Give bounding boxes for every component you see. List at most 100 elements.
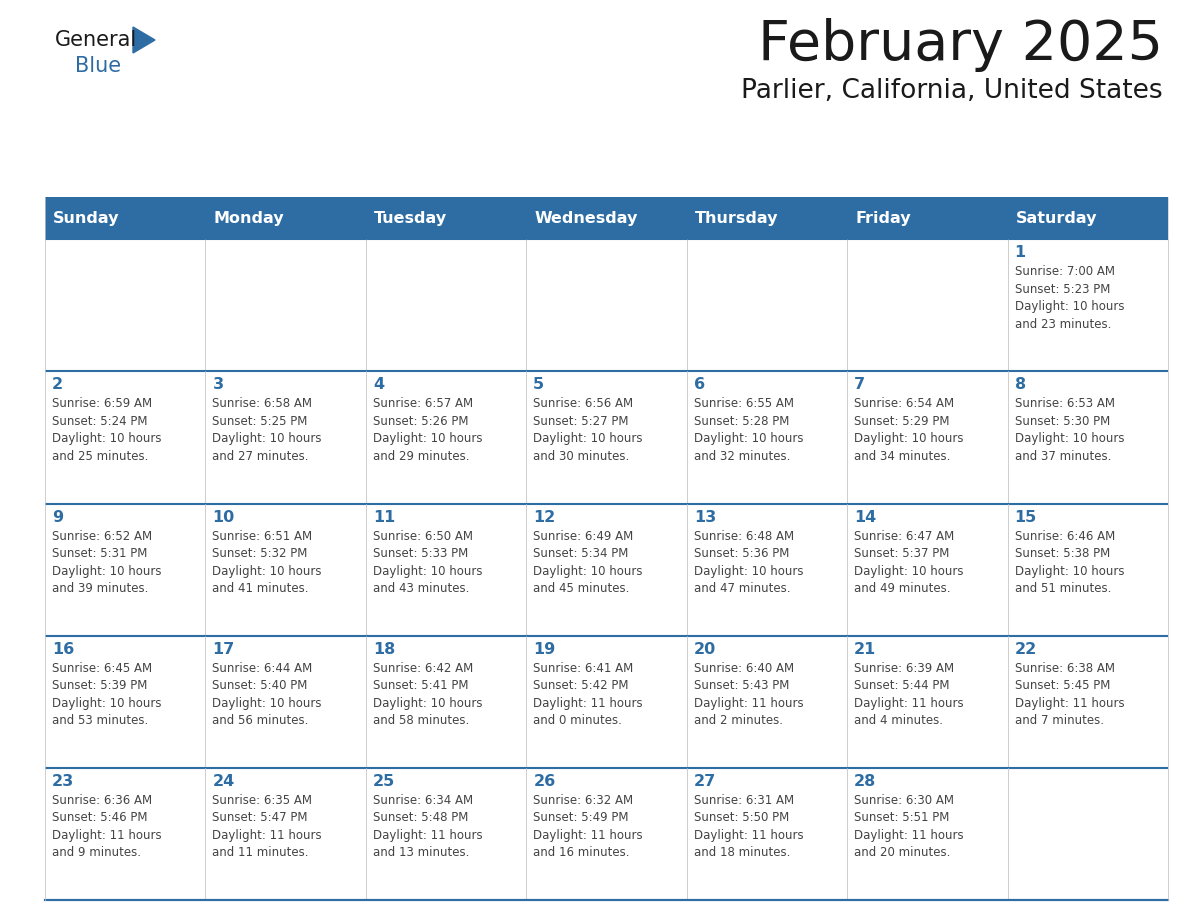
Text: Sunrise: 6:53 AM
Sunset: 5:30 PM
Daylight: 10 hours
and 37 minutes.: Sunrise: 6:53 AM Sunset: 5:30 PM Dayligh… [1015,397,1124,463]
Text: 8: 8 [1015,377,1025,393]
Text: Sunrise: 7:00 AM
Sunset: 5:23 PM
Daylight: 10 hours
and 23 minutes.: Sunrise: 7:00 AM Sunset: 5:23 PM Dayligh… [1015,265,1124,330]
Bar [206,636,366,767]
Bar [366,767,526,900]
Text: Sunrise: 6:45 AM
Sunset: 5:39 PM
Daylight: 10 hours
and 53 minutes.: Sunrise: 6:45 AM Sunset: 5:39 PM Dayligh… [52,662,162,727]
Bar [1007,240,1168,372]
Bar [45,636,206,767]
Bar [206,197,366,240]
Bar [366,636,526,767]
Text: 17: 17 [213,642,235,656]
Text: Sunrise: 6:52 AM
Sunset: 5:31 PM
Daylight: 10 hours
and 39 minutes.: Sunrise: 6:52 AM Sunset: 5:31 PM Dayligh… [52,530,162,595]
Bar [45,197,206,240]
Bar [45,767,206,900]
Text: Sunrise: 6:57 AM
Sunset: 5:26 PM
Daylight: 10 hours
and 29 minutes.: Sunrise: 6:57 AM Sunset: 5:26 PM Dayligh… [373,397,482,463]
Text: Sunrise: 6:32 AM
Sunset: 5:49 PM
Daylight: 11 hours
and 16 minutes.: Sunrise: 6:32 AM Sunset: 5:49 PM Dayligh… [533,794,643,859]
Bar [847,636,1007,767]
Text: Sunrise: 6:31 AM
Sunset: 5:50 PM
Daylight: 11 hours
and 18 minutes.: Sunrise: 6:31 AM Sunset: 5:50 PM Dayligh… [694,794,803,859]
Text: Sunrise: 6:39 AM
Sunset: 5:44 PM
Daylight: 11 hours
and 4 minutes.: Sunrise: 6:39 AM Sunset: 5:44 PM Dayligh… [854,662,963,727]
Text: Sunrise: 6:35 AM
Sunset: 5:47 PM
Daylight: 11 hours
and 11 minutes.: Sunrise: 6:35 AM Sunset: 5:47 PM Dayligh… [213,794,322,859]
Text: Sunrise: 6:51 AM
Sunset: 5:32 PM
Daylight: 10 hours
and 41 minutes.: Sunrise: 6:51 AM Sunset: 5:32 PM Dayligh… [213,530,322,595]
Bar [687,767,847,900]
Bar [1007,197,1168,240]
Text: Sunrise: 6:38 AM
Sunset: 5:45 PM
Daylight: 11 hours
and 7 minutes.: Sunrise: 6:38 AM Sunset: 5:45 PM Dayligh… [1015,662,1124,727]
Text: 25: 25 [373,774,396,789]
Bar [206,372,366,504]
Text: Sunrise: 6:47 AM
Sunset: 5:37 PM
Daylight: 10 hours
and 49 minutes.: Sunrise: 6:47 AM Sunset: 5:37 PM Dayligh… [854,530,963,595]
Text: Sunrise: 6:58 AM
Sunset: 5:25 PM
Daylight: 10 hours
and 27 minutes.: Sunrise: 6:58 AM Sunset: 5:25 PM Dayligh… [213,397,322,463]
Bar [526,372,687,504]
Text: 6: 6 [694,377,704,393]
Bar [206,240,366,372]
Text: General: General [55,30,138,50]
Bar [1007,372,1168,504]
Text: February 2025: February 2025 [758,18,1163,72]
Text: Wednesday: Wednesday [535,211,638,226]
Bar [526,197,687,240]
Text: 19: 19 [533,642,556,656]
Bar [847,240,1007,372]
Text: Sunday: Sunday [53,211,120,226]
Bar [526,767,687,900]
Bar [847,197,1007,240]
Text: 11: 11 [373,509,396,524]
Bar [847,504,1007,636]
Bar [687,240,847,372]
Text: 15: 15 [1015,509,1037,524]
Bar [206,504,366,636]
Bar [366,504,526,636]
Text: Sunrise: 6:44 AM
Sunset: 5:40 PM
Daylight: 10 hours
and 56 minutes.: Sunrise: 6:44 AM Sunset: 5:40 PM Dayligh… [213,662,322,727]
Text: Sunrise: 6:34 AM
Sunset: 5:48 PM
Daylight: 11 hours
and 13 minutes.: Sunrise: 6:34 AM Sunset: 5:48 PM Dayligh… [373,794,482,859]
Bar [687,197,847,240]
Polygon shape [133,27,154,53]
Text: Sunrise: 6:49 AM
Sunset: 5:34 PM
Daylight: 10 hours
and 45 minutes.: Sunrise: 6:49 AM Sunset: 5:34 PM Dayligh… [533,530,643,595]
Text: 9: 9 [52,509,63,524]
Bar [687,372,847,504]
Text: 1: 1 [1015,245,1025,261]
Text: Tuesday: Tuesday [374,211,447,226]
Bar [687,636,847,767]
Text: 2: 2 [52,377,63,393]
Text: Sunrise: 6:48 AM
Sunset: 5:36 PM
Daylight: 10 hours
and 47 minutes.: Sunrise: 6:48 AM Sunset: 5:36 PM Dayligh… [694,530,803,595]
Bar [526,504,687,636]
Text: Friday: Friday [855,211,911,226]
Text: Saturday: Saturday [1016,211,1097,226]
Bar [1007,504,1168,636]
Text: 13: 13 [694,509,716,524]
Text: Sunrise: 6:50 AM
Sunset: 5:33 PM
Daylight: 10 hours
and 43 minutes.: Sunrise: 6:50 AM Sunset: 5:33 PM Dayligh… [373,530,482,595]
Bar [45,504,206,636]
Bar [687,504,847,636]
Text: Monday: Monday [214,211,284,226]
Text: Sunrise: 6:59 AM
Sunset: 5:24 PM
Daylight: 10 hours
and 25 minutes.: Sunrise: 6:59 AM Sunset: 5:24 PM Dayligh… [52,397,162,463]
Bar [847,372,1007,504]
Text: Sunrise: 6:56 AM
Sunset: 5:27 PM
Daylight: 10 hours
and 30 minutes.: Sunrise: 6:56 AM Sunset: 5:27 PM Dayligh… [533,397,643,463]
Text: Sunrise: 6:55 AM
Sunset: 5:28 PM
Daylight: 10 hours
and 32 minutes.: Sunrise: 6:55 AM Sunset: 5:28 PM Dayligh… [694,397,803,463]
Text: Sunrise: 6:36 AM
Sunset: 5:46 PM
Daylight: 11 hours
and 9 minutes.: Sunrise: 6:36 AM Sunset: 5:46 PM Dayligh… [52,794,162,859]
Text: 21: 21 [854,642,877,656]
Text: 12: 12 [533,509,556,524]
Bar [206,767,366,900]
Text: 7: 7 [854,377,865,393]
Text: 18: 18 [373,642,396,656]
Text: Sunrise: 6:41 AM
Sunset: 5:42 PM
Daylight: 11 hours
and 0 minutes.: Sunrise: 6:41 AM Sunset: 5:42 PM Dayligh… [533,662,643,727]
Text: 16: 16 [52,642,74,656]
Text: Sunrise: 6:40 AM
Sunset: 5:43 PM
Daylight: 11 hours
and 2 minutes.: Sunrise: 6:40 AM Sunset: 5:43 PM Dayligh… [694,662,803,727]
Bar [526,240,687,372]
Text: Sunrise: 6:42 AM
Sunset: 5:41 PM
Daylight: 10 hours
and 58 minutes.: Sunrise: 6:42 AM Sunset: 5:41 PM Dayligh… [373,662,482,727]
Bar [366,240,526,372]
Text: 20: 20 [694,642,716,656]
Bar [1007,636,1168,767]
Text: Sunrise: 6:46 AM
Sunset: 5:38 PM
Daylight: 10 hours
and 51 minutes.: Sunrise: 6:46 AM Sunset: 5:38 PM Dayligh… [1015,530,1124,595]
Text: 10: 10 [213,509,235,524]
Text: 26: 26 [533,774,556,789]
Text: 3: 3 [213,377,223,393]
Text: 27: 27 [694,774,716,789]
Bar [366,197,526,240]
Text: 14: 14 [854,509,877,524]
Bar [1007,767,1168,900]
Text: Thursday: Thursday [695,211,778,226]
Text: 28: 28 [854,774,877,789]
Text: Blue: Blue [75,56,121,76]
Text: 22: 22 [1015,642,1037,656]
Text: 23: 23 [52,774,74,789]
Text: 4: 4 [373,377,384,393]
